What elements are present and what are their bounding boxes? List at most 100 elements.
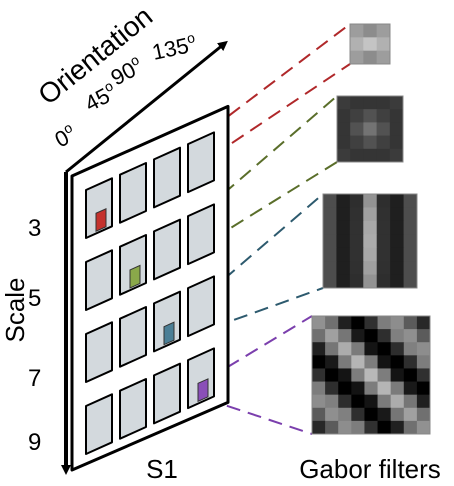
filter-pixel (351, 420, 365, 435)
filter-pixel (350, 37, 364, 52)
filter-pixel (349, 274, 364, 289)
s1-cell (85, 321, 113, 383)
filter-pixel (403, 368, 418, 383)
filter-pixel (351, 368, 365, 383)
filter-pixel (377, 381, 392, 396)
scale-tick-9: 9 (28, 429, 41, 456)
filter-pixel (363, 24, 378, 38)
filter-pixel (338, 329, 352, 343)
filter-pixel (416, 368, 431, 383)
filter-pixel (351, 407, 365, 422)
orientation-axis-arrow (65, 40, 228, 174)
filter-pixel (389, 109, 404, 123)
filter-pixel (390, 274, 405, 289)
filter-pixel (364, 316, 379, 330)
filter-pixel (376, 194, 391, 208)
filter-pixel (349, 220, 364, 235)
filter-border (349, 23, 391, 65)
filter-pixel (364, 407, 379, 422)
orientation-tick-0: 0o (50, 119, 81, 152)
filter-pixel (337, 109, 351, 123)
filter-pixel (377, 368, 392, 383)
filter-pixel (364, 394, 379, 409)
filter-pixel (364, 342, 379, 356)
filter-pixel (338, 342, 352, 356)
filter-pixel (403, 247, 418, 262)
filter-pixel (363, 274, 378, 289)
filter-pixel (376, 122, 391, 137)
filter-pixel (390, 220, 405, 235)
filter-pixel (376, 274, 391, 289)
filter-pixel (364, 381, 379, 396)
filter-border (311, 315, 431, 435)
s1-cell (85, 249, 113, 311)
filter-pixel (336, 220, 351, 235)
filter-pixel (338, 368, 352, 383)
filter-pixel (349, 261, 364, 276)
filter-pixel (349, 247, 364, 262)
orientation-tick-135: 135o (149, 29, 198, 65)
filter-pixel (376, 234, 391, 249)
filter-pixel (403, 381, 418, 396)
filter-pixel (363, 96, 378, 110)
filter-pixel (350, 135, 364, 150)
s1-cell (153, 362, 181, 425)
filter-pixel (323, 247, 337, 262)
filter-pixel (376, 96, 391, 110)
filter-pixel (325, 381, 339, 396)
filter-pixel (376, 207, 391, 222)
highlighted-receptive-field (197, 378, 209, 403)
filter-pixel (325, 407, 339, 422)
filter-pixel (390, 261, 405, 276)
filter-pixel (363, 261, 378, 276)
s1-cell (119, 162, 147, 224)
filter-pixel (336, 261, 351, 276)
filter-pixel (363, 37, 378, 52)
filter-pixel (403, 261, 418, 276)
filter-pixel (350, 50, 364, 65)
filter-pixel (336, 247, 351, 262)
filter-pixel (349, 194, 364, 208)
filter-pixel (416, 420, 431, 435)
filter-pixel (312, 342, 326, 356)
filter-pixel (351, 316, 365, 330)
filter-pixel (403, 394, 418, 409)
filter-pixel (337, 135, 351, 150)
filter-pixel (403, 220, 418, 235)
filter-pixel (337, 122, 351, 137)
filter-pixel (376, 148, 391, 163)
filter-pixel (336, 234, 351, 249)
filter-pixel (376, 37, 391, 52)
filter-pixel (363, 194, 378, 208)
filter-pixel (377, 407, 392, 422)
highlighted-receptive-field (129, 264, 141, 289)
filter-pixel (416, 394, 431, 409)
connector-line-bottom (137, 161, 338, 287)
filter-pixel (350, 96, 364, 110)
filter-pixel (377, 420, 392, 435)
filter-pixel (337, 148, 351, 163)
filter-pixel (364, 368, 379, 383)
filter-pixel (351, 381, 365, 396)
filter-pixel (403, 234, 418, 249)
filter-pixel (364, 420, 379, 435)
filter-pixel (403, 342, 418, 356)
filter-pixel (416, 407, 431, 422)
filter-pixel (390, 368, 405, 383)
filter-pixel (376, 247, 391, 262)
filter-pixel (376, 220, 391, 235)
filter-pixel (416, 342, 431, 356)
filter-pixel (389, 135, 404, 150)
filter-pixel (338, 420, 352, 435)
filter-pixel (390, 329, 405, 343)
filter-pixel (416, 316, 431, 330)
s1-label: S1 (146, 454, 178, 484)
filter-pixel (416, 355, 431, 369)
filter-pixel (323, 274, 337, 289)
filter-pixel (312, 329, 326, 343)
filter-pixel (338, 355, 352, 369)
filter-pixel (350, 24, 364, 38)
filter-pixel (390, 394, 405, 409)
s1-cell (187, 131, 215, 194)
